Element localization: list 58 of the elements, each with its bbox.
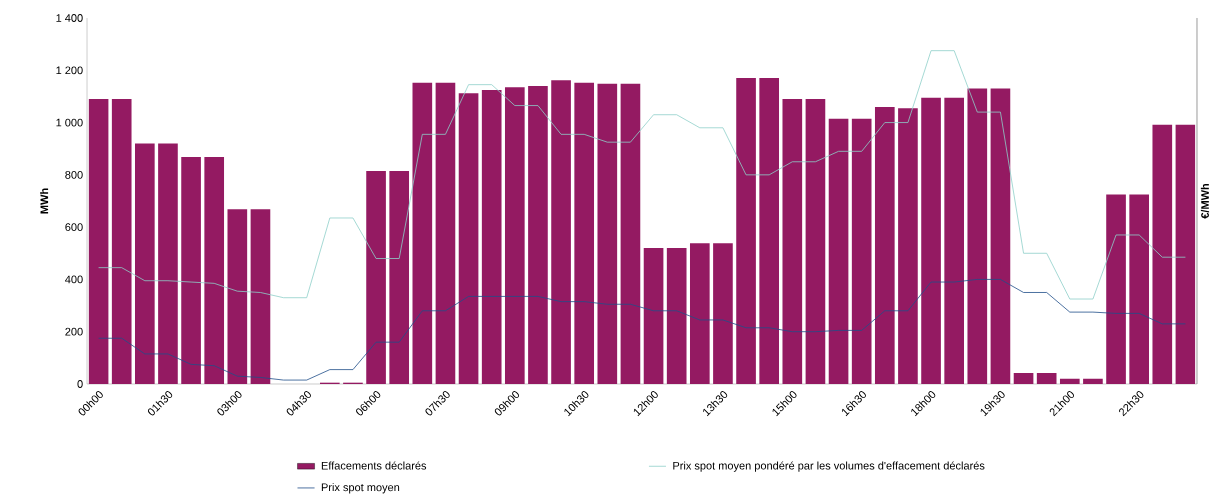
bar xyxy=(666,248,687,384)
bar xyxy=(990,88,1011,384)
bar xyxy=(689,243,710,384)
bar xyxy=(898,108,918,384)
bar xyxy=(1036,373,1057,384)
bar xyxy=(181,157,201,384)
bar xyxy=(412,82,433,384)
bar xyxy=(574,82,595,384)
bar xyxy=(227,209,248,384)
bar xyxy=(1059,378,1080,384)
y-tick-label: 800 xyxy=(65,170,83,179)
bar xyxy=(874,106,895,384)
bar xyxy=(643,248,664,384)
y-tick-label: 1 000 xyxy=(56,118,83,127)
bar xyxy=(1083,378,1103,384)
bar xyxy=(944,97,965,384)
bar xyxy=(551,80,571,384)
bar xyxy=(1152,124,1173,384)
bar xyxy=(921,97,941,384)
bar xyxy=(481,89,502,384)
y-tick-label: 200 xyxy=(65,327,83,336)
bar xyxy=(805,99,826,384)
bar xyxy=(1013,373,1034,384)
y-tick-label: 600 xyxy=(65,223,83,232)
bar xyxy=(528,85,548,384)
legend-label: Prix spot moyen pondéré par les volumes d'effacement déclarés xyxy=(673,461,985,472)
y2-axis-title: €/MWh xyxy=(1200,183,1210,219)
bar xyxy=(1175,124,1196,384)
bar xyxy=(736,78,756,384)
bar xyxy=(1129,194,1149,384)
bar xyxy=(250,209,271,384)
line-series xyxy=(98,50,1186,300)
bar xyxy=(782,99,803,384)
bar xyxy=(204,157,225,384)
y-tick-label: 400 xyxy=(65,275,83,284)
bar xyxy=(435,82,456,384)
bar xyxy=(713,243,733,384)
y-tick-label: 1 400 xyxy=(56,14,83,22)
bar xyxy=(135,143,155,384)
y-tick-label: 0 xyxy=(77,380,83,388)
bar xyxy=(620,83,641,384)
y-tick-label: 1 200 xyxy=(56,66,83,75)
bar xyxy=(1106,194,1126,384)
bar xyxy=(158,143,178,384)
bar xyxy=(111,99,132,384)
bar xyxy=(828,118,849,384)
bar xyxy=(597,83,618,384)
bar xyxy=(967,88,988,384)
bar xyxy=(88,99,109,384)
legend-label: Prix spot moyen xyxy=(321,483,400,494)
bar xyxy=(851,118,872,384)
bar xyxy=(504,87,525,384)
bar xyxy=(458,93,479,384)
y-axis-title: MWh xyxy=(40,188,49,214)
bar xyxy=(366,170,386,384)
legend-label: Effacements déclarés xyxy=(321,461,427,470)
bar xyxy=(759,78,780,384)
bar xyxy=(389,170,410,384)
